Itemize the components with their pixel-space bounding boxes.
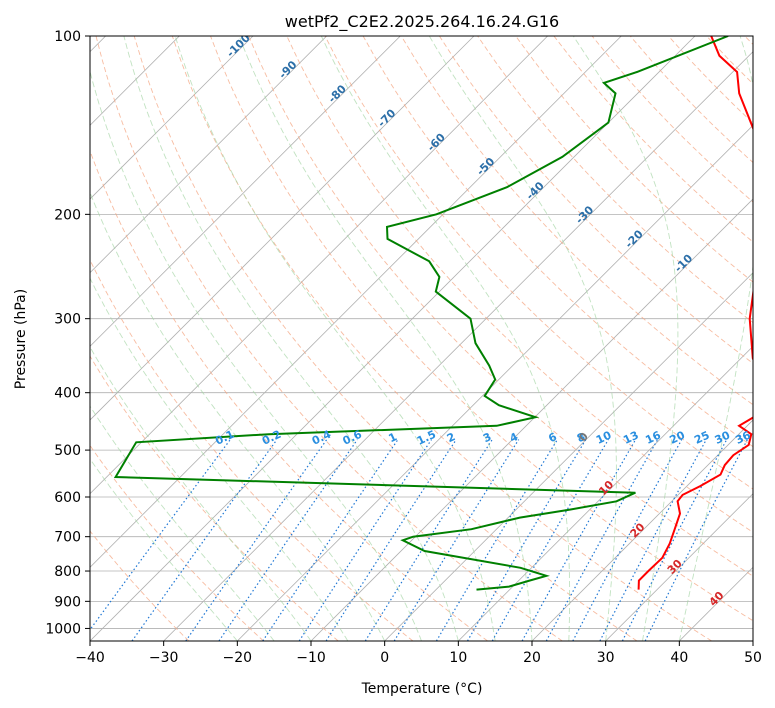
isotherm-line xyxy=(90,36,548,495)
isotherm-line xyxy=(163,51,753,641)
moist-adiabat-line xyxy=(238,36,533,641)
isotherm-line xyxy=(237,124,753,641)
y-tick-label: 1000 xyxy=(45,621,81,637)
moist-adiabat-line xyxy=(572,36,679,641)
dry-adiabat-line xyxy=(171,36,712,641)
dry-adiabat-line xyxy=(324,36,753,490)
moist-adiabat-line xyxy=(90,191,386,641)
dry-adiabat-line xyxy=(90,258,414,641)
sounding-series xyxy=(113,36,753,591)
pressure-gridlines xyxy=(90,36,753,629)
x-tick-label: −30 xyxy=(149,650,179,666)
moist-adiabat-line xyxy=(90,69,422,641)
x-tick-label: 10 xyxy=(449,650,467,666)
moist-adiabat-line xyxy=(90,277,349,641)
mixing-ratio-line xyxy=(131,439,278,641)
isotherm-line xyxy=(90,36,622,568)
y-tick-label: 900 xyxy=(54,594,81,610)
dry-adiabat-line xyxy=(133,36,638,641)
mixing-ratio-line xyxy=(90,439,231,631)
plot-area: 0.1 0.2 0.4 0.6 1 1.5 2 3 4 6 8 10 13 16 20 25 30 36-100-… xyxy=(90,36,753,641)
y-tick-label: 400 xyxy=(54,386,81,402)
mixing-ratio-line xyxy=(364,439,493,641)
mixing-ratio-line xyxy=(545,439,659,641)
isotherm-line xyxy=(531,419,753,641)
moist-adiabat-line xyxy=(678,36,753,641)
moist-adiabat-line xyxy=(90,405,275,641)
x-tick-label: −10 xyxy=(296,650,326,666)
isotherm-line xyxy=(90,36,254,200)
dry-adiabat-line xyxy=(515,36,753,283)
isotherm-line xyxy=(458,345,753,641)
dry-adiabat-line xyxy=(90,530,190,641)
isotherm-line xyxy=(90,36,475,421)
mixing-ratio-label: 25 xyxy=(692,429,711,447)
x-axis-ticks: −40 −30 −20 −10 0 10 20 30 40 50 xyxy=(75,641,762,666)
isotherm-line xyxy=(90,36,401,347)
dry-adiabat-line xyxy=(90,444,264,641)
y-tick-label: 600 xyxy=(54,490,81,506)
y-tick-label: 100 xyxy=(54,29,81,45)
x-tick-label: 40 xyxy=(670,650,688,666)
mixing-ratio-line xyxy=(572,439,683,641)
x-tick-label: 20 xyxy=(523,650,541,666)
x-tick-label: 30 xyxy=(597,650,615,666)
isotherm-line xyxy=(90,36,327,274)
mixing-ratio-label: 36 xyxy=(733,428,753,446)
y-tick-label: 200 xyxy=(54,207,81,223)
moist-adiabat-line xyxy=(90,346,312,641)
y-tick-label: 300 xyxy=(54,312,81,328)
chart-title: wetPf2_C2E2.2025.264.16.24.G16 xyxy=(285,12,559,32)
mixing-ratio-line xyxy=(393,439,520,641)
dewpoint-profile-line xyxy=(113,36,729,591)
mixing-ratio-label: 20 xyxy=(668,428,688,446)
isotherm-line xyxy=(605,493,753,641)
dry-adiabat-line xyxy=(248,36,753,577)
mixing-ratio-line xyxy=(262,439,399,641)
x-tick-label: −40 xyxy=(75,650,105,666)
mixing-ratio-line xyxy=(521,439,637,641)
moist-adiabat-line xyxy=(428,36,617,641)
mixing-ratio-line xyxy=(435,439,558,641)
mixing-ratio-label: 10 xyxy=(594,428,614,446)
mixing-ratio-label: 13 xyxy=(621,429,640,447)
dry-adiabat-line xyxy=(95,36,563,641)
y-axis-label: Pressure (hPa) xyxy=(13,289,29,389)
temperature-profile-line xyxy=(637,36,753,590)
dry-adiabat-line xyxy=(400,36,753,406)
mixing-ratio-line xyxy=(644,439,748,641)
x-axis-label: Temperature (°C) xyxy=(361,681,483,697)
y-tick-label: 700 xyxy=(54,530,81,546)
mixing-ratio-label: 30 xyxy=(713,428,733,446)
mixing-ratio-label: 16 xyxy=(643,428,663,446)
dry-adiabat-line xyxy=(439,36,753,364)
dry-adiabats xyxy=(90,36,753,641)
y-axis-ticks: 100 200 300 400 500 600 700 800 900 1000 xyxy=(45,29,90,637)
y-tick-label: 500 xyxy=(54,443,81,459)
y-tick-label: 800 xyxy=(54,564,81,580)
plot-frame xyxy=(89,35,754,642)
dry-adiabat-line xyxy=(210,36,753,622)
mixing-ratio-line xyxy=(491,439,609,641)
x-tick-label: −20 xyxy=(223,650,253,666)
isotherm-line xyxy=(384,272,753,641)
x-tick-label: 50 xyxy=(744,650,762,666)
moist-adiabat-line xyxy=(320,36,571,641)
dry-adiabat-line xyxy=(90,149,488,641)
x-tick-label: 0 xyxy=(380,650,389,666)
dry-adiabat-line xyxy=(90,355,339,641)
moist-adiabat-line xyxy=(90,458,238,641)
mixing-ratio-line xyxy=(466,439,587,641)
mixing-ratio-line xyxy=(185,439,328,641)
